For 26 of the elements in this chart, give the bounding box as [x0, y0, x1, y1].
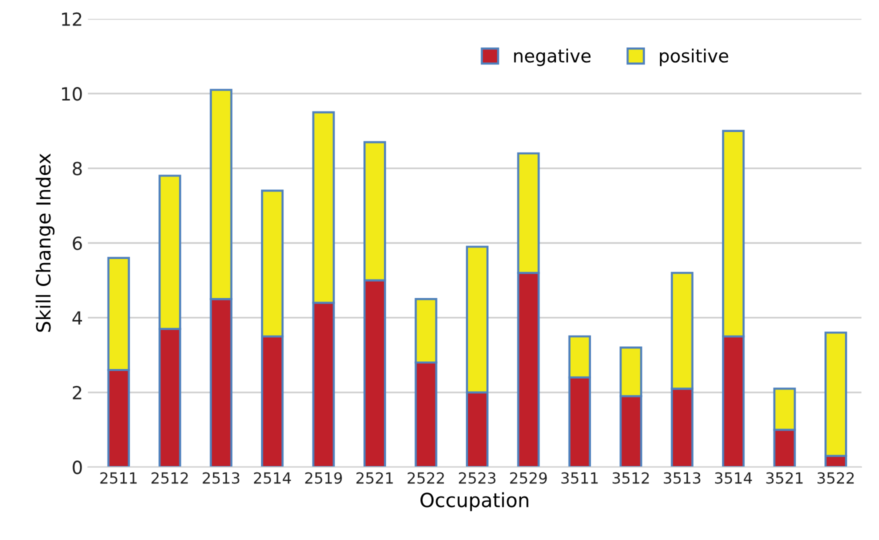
x-tick-label: 3511: [561, 472, 598, 484]
x-axis-title: Occupation: [420, 492, 528, 512]
y-tick-label: 12: [62, 12, 82, 26]
x-tick-label: 2529: [510, 472, 547, 484]
x-tick-label: 2512: [152, 472, 188, 484]
x-tick-label: 2514: [254, 472, 291, 484]
x-tick-label: 2522: [408, 472, 444, 484]
y-tick-label: 2: [72, 386, 82, 400]
x-tick-label: 2521: [356, 472, 393, 484]
x-tick-label: 3522: [818, 472, 854, 484]
x-tick-label: 3514: [715, 472, 752, 484]
legend-label: positive: [660, 48, 728, 66]
x-tick-label: 3512: [612, 472, 649, 484]
y-tick-label: 10: [62, 87, 82, 101]
x-tick-label: 2523: [458, 472, 496, 484]
y-tick-label: 0: [72, 460, 82, 474]
y-tick-label: 8: [72, 162, 82, 176]
y-tick-label: 4: [72, 311, 82, 325]
x-tick-label: 2511: [100, 472, 137, 484]
x-tick-label: 3521: [766, 472, 803, 484]
x-tick-label: 2513: [202, 472, 240, 484]
legend-label: negative: [514, 48, 591, 66]
x-tick-label: 2519: [305, 472, 342, 484]
y-axis-title: Skill Change Index: [36, 154, 55, 332]
y-tick-label: 6: [72, 236, 82, 250]
x-tick-label: 3513: [664, 472, 700, 484]
